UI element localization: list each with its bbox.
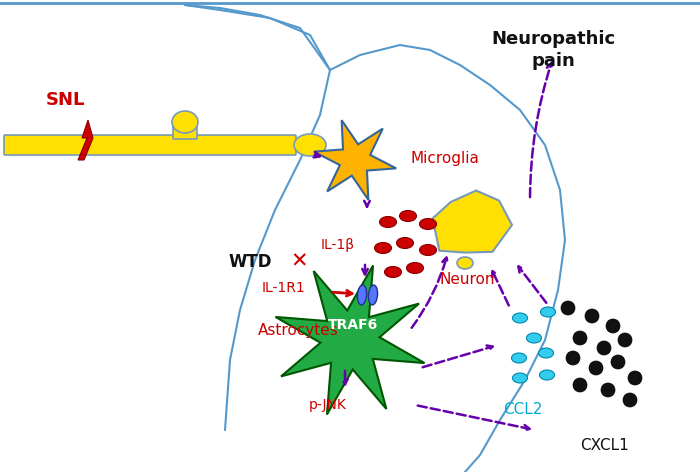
- Text: p-JNK: p-JNK: [309, 398, 347, 412]
- Text: Neuropathic
pain: Neuropathic pain: [491, 30, 615, 70]
- Circle shape: [623, 393, 637, 407]
- Ellipse shape: [512, 353, 526, 363]
- Text: CXCL1: CXCL1: [580, 438, 629, 453]
- Ellipse shape: [512, 373, 528, 383]
- Text: CCL2: CCL2: [503, 403, 542, 418]
- Ellipse shape: [396, 237, 414, 248]
- Ellipse shape: [540, 307, 556, 317]
- Ellipse shape: [384, 267, 402, 278]
- Circle shape: [561, 301, 575, 315]
- Text: ✕: ✕: [290, 252, 307, 272]
- Ellipse shape: [526, 333, 542, 343]
- Text: SNL: SNL: [46, 91, 85, 109]
- Ellipse shape: [419, 244, 437, 255]
- Circle shape: [589, 361, 603, 375]
- Text: TRAF6: TRAF6: [328, 318, 378, 332]
- FancyBboxPatch shape: [173, 123, 197, 139]
- Ellipse shape: [368, 285, 377, 305]
- Text: Astrocytes: Astrocytes: [258, 322, 339, 337]
- Polygon shape: [433, 191, 512, 253]
- Circle shape: [628, 371, 642, 385]
- Circle shape: [573, 331, 587, 345]
- Text: IL-1β: IL-1β: [321, 238, 355, 252]
- Polygon shape: [314, 120, 396, 200]
- Circle shape: [566, 351, 580, 365]
- Polygon shape: [78, 120, 93, 160]
- Circle shape: [611, 355, 625, 369]
- Ellipse shape: [379, 217, 396, 228]
- FancyBboxPatch shape: [4, 135, 296, 155]
- Ellipse shape: [358, 285, 367, 305]
- Ellipse shape: [294, 134, 326, 156]
- Circle shape: [573, 378, 587, 392]
- Circle shape: [601, 383, 615, 397]
- Circle shape: [618, 333, 632, 347]
- Ellipse shape: [540, 370, 554, 380]
- Text: Neuron: Neuron: [440, 272, 495, 287]
- Circle shape: [606, 319, 620, 333]
- Ellipse shape: [400, 211, 416, 221]
- Text: Microglia: Microglia: [410, 151, 479, 166]
- Circle shape: [597, 341, 611, 355]
- Ellipse shape: [407, 262, 424, 273]
- Ellipse shape: [512, 313, 528, 323]
- Text: IL-1R1: IL-1R1: [261, 281, 305, 295]
- Circle shape: [585, 309, 599, 323]
- Ellipse shape: [172, 111, 198, 133]
- Ellipse shape: [374, 243, 391, 253]
- Ellipse shape: [538, 348, 554, 358]
- Text: WTD: WTD: [228, 253, 272, 271]
- Ellipse shape: [419, 219, 437, 229]
- Polygon shape: [276, 265, 424, 414]
- Ellipse shape: [457, 257, 473, 269]
